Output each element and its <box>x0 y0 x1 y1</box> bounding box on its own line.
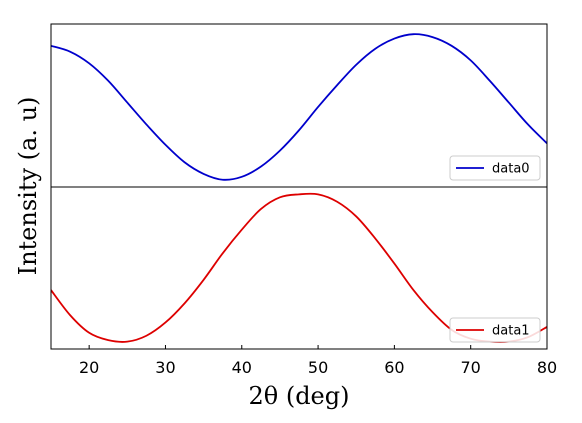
x-tick-label: 80 <box>537 358 557 377</box>
series-line-data0 <box>51 33 547 181</box>
x-tick-label: 50 <box>308 358 328 377</box>
legend-box <box>449 317 541 343</box>
legend: data0 <box>449 155 541 181</box>
panel-frame <box>50 186 548 350</box>
x-tick-label: 30 <box>155 358 175 377</box>
x-tick-label: 40 <box>232 358 252 377</box>
x-tick-label: 60 <box>384 358 404 377</box>
top-panel: data0 <box>50 23 548 188</box>
legend-label-data1: data1 <box>492 324 530 339</box>
legend-label-data0: data0 <box>492 162 530 177</box>
x-axis-label: 2θ (deg) <box>248 382 349 410</box>
x-tick-label: 20 <box>79 358 99 377</box>
bottom-panel: data1 <box>50 186 548 350</box>
x-tick-label: 70 <box>461 358 481 377</box>
legend: data1 <box>449 317 541 343</box>
y-axis-label: Intensity (a. u) <box>14 97 42 276</box>
legend-box <box>449 155 541 181</box>
x-axis: 20 30 40 50 60 70 80 <box>79 345 557 377</box>
